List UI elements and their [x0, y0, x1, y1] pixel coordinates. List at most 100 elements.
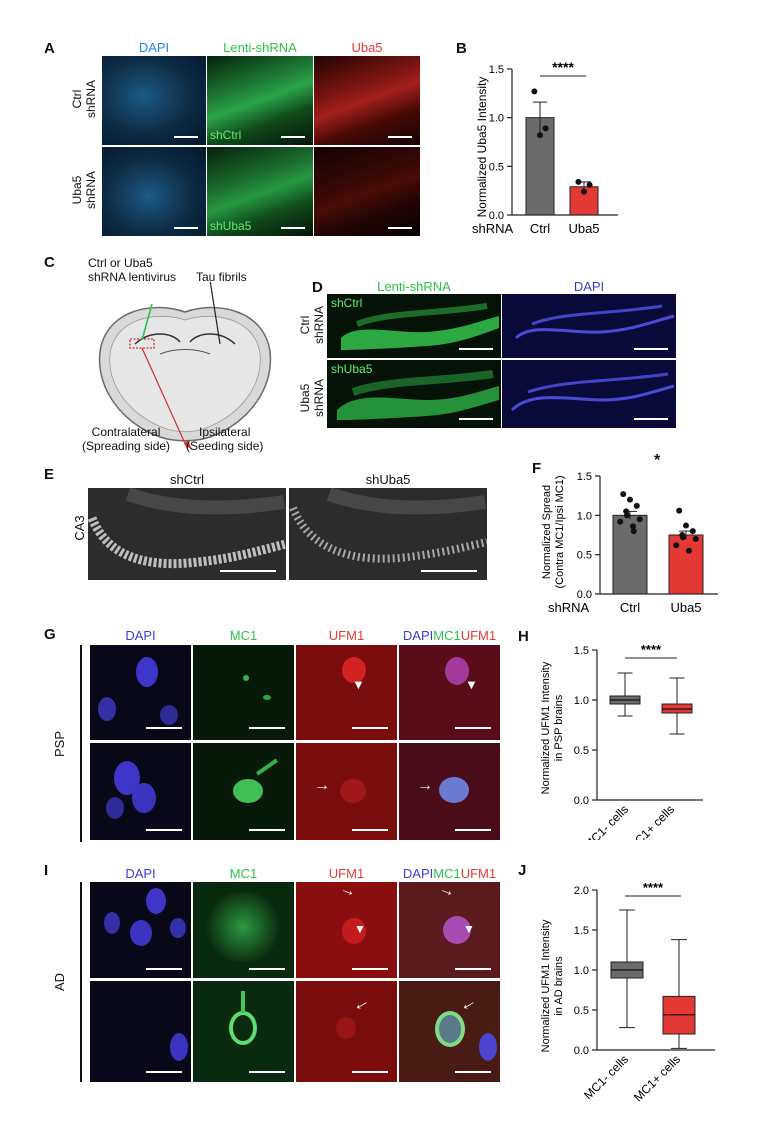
- arrowhead-icon: ▼: [463, 922, 475, 936]
- panel-a-row-label-ctrl: Ctrl shRNA: [70, 80, 98, 119]
- panel-a-image-ctrl-lenti: shCtrl: [207, 56, 313, 145]
- arrow-icon: →: [314, 777, 330, 794]
- merged-mc1: MC1: [433, 866, 461, 881]
- ca3-region: [289, 488, 487, 563]
- hippocampus-green: [337, 370, 499, 420]
- x-tick-label: Ctrl: [620, 600, 640, 615]
- cortex-layer: [109, 315, 261, 433]
- scale-bar: [634, 418, 668, 420]
- data-point: [686, 547, 692, 554]
- panel-d-image-uba5-lenti: shUba5: [327, 360, 501, 428]
- panel-g-header-merged: DAPIMC1UFM1: [399, 628, 500, 643]
- panel-label-e: E: [44, 466, 55, 483]
- hippocampus-right: [189, 333, 236, 345]
- panel-c-side-contralateral: Contralateral (Spreading side): [82, 425, 171, 453]
- x-tick-label: Uba5: [670, 600, 701, 615]
- panel-g-image-top-dapi: [90, 645, 191, 740]
- panel-label-f: F: [532, 460, 542, 477]
- data-point: [630, 528, 637, 535]
- panel-label-g: G: [44, 626, 56, 643]
- panel-g-row-label: PSP: [52, 731, 67, 758]
- arrow-icon: →: [436, 882, 458, 902]
- bar-ctrl: [612, 514, 648, 595]
- arrowhead-icon: ▼: [354, 922, 366, 936]
- data-point: [673, 542, 680, 549]
- x-tick-label: MC1- cells: [581, 802, 631, 840]
- panel-c-side-ipsilateral: Ipsilateral (Seeding side): [186, 425, 264, 453]
- panel-i-row-label: AD: [52, 972, 67, 992]
- scale-bar: [174, 136, 198, 138]
- y-tick-label: 0.5: [577, 550, 592, 562]
- panel-a-row-label-uba5: Uba5 shRNA: [70, 171, 98, 210]
- panel-i-image-top-ufm1: → ▼: [296, 882, 397, 978]
- panel-h-ylabel-line2: in PSP brains: [553, 694, 565, 761]
- panel-a-image-uba5-dapi: [102, 147, 206, 236]
- panel-label-a: A: [44, 40, 55, 57]
- scale-bar: [455, 1071, 491, 1073]
- data-point: [683, 522, 689, 529]
- y-tick-label: 0.0: [574, 1045, 589, 1057]
- arrowhead-icon: ▼: [465, 677, 478, 692]
- panel-f-ylabel-line2: (Contra MC1/Ipsi MC1): [554, 475, 566, 588]
- panel-label-i: I: [44, 862, 49, 879]
- data-point: [627, 496, 633, 503]
- scale-bar: [455, 727, 491, 729]
- y-tick-label: 1.0: [577, 510, 592, 522]
- ventricle: [159, 349, 211, 355]
- panel-j-chart: Normalized UFM1 Intensity in AD brains 0…: [540, 880, 715, 1104]
- x-tick-label: Ctrl: [530, 221, 550, 236]
- scale-bar: [421, 570, 477, 572]
- panel-i-image-top-dapi: [90, 882, 191, 978]
- panel-g-image-top-merged: ▼: [399, 645, 500, 740]
- y-tick-label: 0.5: [574, 745, 589, 757]
- y-tick-label: 1.5: [489, 64, 504, 76]
- panel-e-header-shctrl: shCtrl: [170, 472, 204, 487]
- panel-d-image-ctrl-lenti: shCtrl: [327, 294, 501, 358]
- panel-label-h: H: [518, 628, 529, 645]
- panel-g-image-bottom-dapi: [90, 743, 191, 840]
- panel-g-image-bottom-mc1: [193, 743, 294, 840]
- data-point: [630, 523, 636, 530]
- scale-bar: [249, 727, 285, 729]
- panel-a-inset-shctrl: shCtrl: [210, 128, 242, 142]
- significance-marker: ****: [643, 880, 664, 895]
- virus-pointer: [141, 303, 153, 341]
- y-tick-label: 1.5: [574, 645, 589, 657]
- scale-bar: [146, 1071, 182, 1073]
- significance-marker: ****: [552, 59, 574, 75]
- scale-bar: [388, 227, 412, 229]
- data-point: [624, 512, 630, 519]
- panel-h-chart: Normalized UFM1 Intensity in PSP brains …: [540, 642, 703, 840]
- data-point: [620, 491, 627, 498]
- data-point: [692, 535, 699, 542]
- fibril-pointer: [209, 282, 221, 345]
- data-point: [575, 178, 582, 185]
- merged-ufm1: UFM1: [460, 866, 497, 881]
- panel-i-header-mc1: MC1: [229, 866, 258, 881]
- panel-f-ylabel-line1: Normalized Spread: [541, 485, 553, 579]
- scale-bar: [146, 968, 182, 970]
- panel-d-header-dapi: DAPI: [573, 279, 605, 294]
- panel-g-image-top-mc1: [193, 645, 294, 740]
- x-prefix: shRNA: [472, 221, 514, 236]
- scale-bar: [281, 227, 305, 229]
- y-tick-label: 1.0: [489, 113, 504, 125]
- panel-i-header-merged: DAPIMC1UFM1: [399, 866, 500, 881]
- x-tick-label: MC1+ cells: [631, 1052, 683, 1104]
- x-tick-label: MC1+ cells: [625, 802, 677, 840]
- scale-bar: [220, 570, 276, 572]
- panel-e-image-shctrl: [88, 488, 286, 580]
- panel-label-b: B: [456, 40, 467, 57]
- scale-bar: [455, 829, 491, 831]
- panel-d-inset-shctrl: shCtrl: [331, 296, 363, 310]
- scale-bar: [146, 829, 182, 831]
- scale-bar: [281, 136, 305, 138]
- hippocampus-green: [341, 303, 499, 350]
- y-tick-label: 0.5: [489, 161, 504, 173]
- arrow-icon: →: [337, 882, 359, 902]
- merged-dapi: DAPI: [402, 866, 434, 881]
- data-point: [581, 188, 587, 195]
- panel-b-ylabel: Normalized Uba5 Intensity: [475, 77, 489, 218]
- panel-label-j: J: [518, 862, 527, 879]
- y-tick-label: 1.5: [574, 925, 589, 937]
